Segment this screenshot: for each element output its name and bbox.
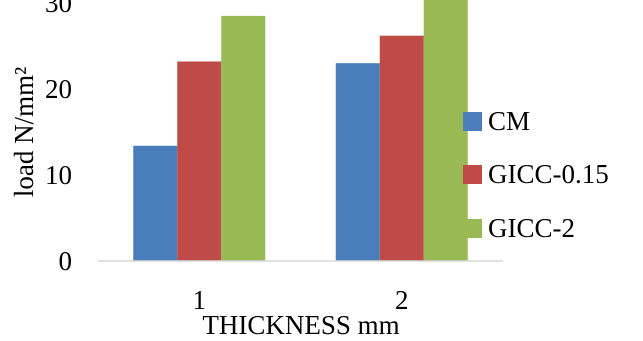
y-tick-label: 10 bbox=[45, 160, 72, 190]
x-tick-label: 1 bbox=[193, 285, 207, 315]
bar-gicc-2-1 bbox=[221, 15, 266, 262]
bars-group bbox=[133, 0, 468, 262]
legend: CM GICC-0.15 GICC-2 bbox=[463, 106, 609, 243]
y-tick-labels: 0 10 20 30 bbox=[45, 0, 72, 276]
legend-label: GICC-0.15 bbox=[488, 159, 609, 189]
legend-swatch bbox=[463, 165, 482, 184]
x-tick-label: 2 bbox=[395, 285, 409, 315]
legend-label: CM bbox=[488, 106, 530, 136]
y-tick-label: 20 bbox=[45, 74, 72, 104]
legend-label: GICC-2 bbox=[488, 213, 575, 243]
bar-gicc-0-15-2 bbox=[379, 35, 424, 262]
y-axis-title: load N/mm² bbox=[9, 67, 39, 197]
y-tick-label: 30 bbox=[45, 0, 72, 18]
x-axis-title: THICKNESS mm bbox=[202, 310, 399, 340]
bar-cm-2 bbox=[335, 63, 380, 262]
bar-gicc-2-2 bbox=[423, 0, 468, 261]
plot-area bbox=[98, 0, 503, 262]
legend-swatch bbox=[463, 219, 482, 238]
bar-cm-1 bbox=[133, 145, 178, 261]
bar-gicc-0-15-1 bbox=[177, 61, 222, 262]
legend-swatch bbox=[463, 112, 482, 131]
y-tick-label: 0 bbox=[59, 246, 73, 276]
